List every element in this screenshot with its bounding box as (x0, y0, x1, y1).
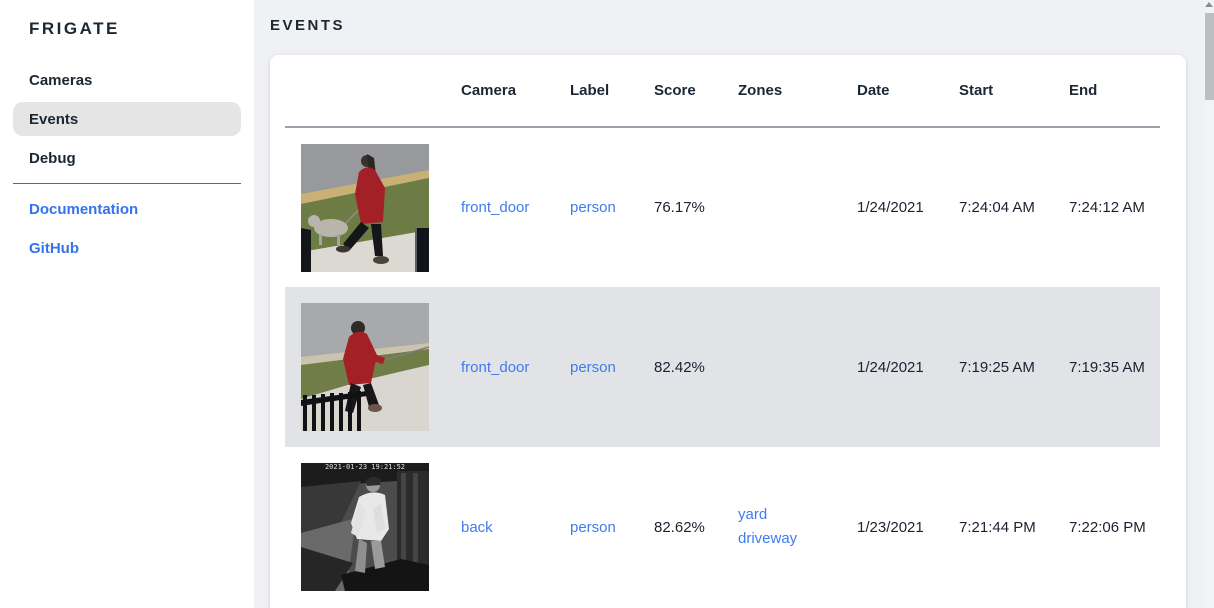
events-card: Camera Label Score Zones Date Start End (270, 55, 1186, 608)
camera-link[interactable]: back (461, 518, 493, 536)
sidebar-item-github[interactable]: GitHub (29, 239, 79, 257)
camera-link[interactable]: front_door (461, 358, 530, 376)
sidebar-item-documentation[interactable]: Documentation (29, 200, 139, 218)
sidebar-divider (13, 183, 241, 184)
vertical-scrollbar[interactable] (1204, 0, 1214, 608)
column-header-end: End (1053, 55, 1160, 128)
thumbnail-art-red-jacket-dog (301, 143, 429, 272)
score-value: 82.62% (654, 518, 705, 536)
event-row[interactable]: front_door person 82.42% 1/24/2021 7:19:… (285, 287, 1160, 447)
score-value: 76.17% (654, 199, 705, 216)
sidebar-item-cameras[interactable]: Cameras (29, 71, 93, 89)
main-content: EVENTS Camera Label Score Zones Date Sta… (254, 0, 1214, 608)
start-value: 7:24:04 AM (959, 199, 1035, 216)
column-header-thumbnail (285, 55, 445, 128)
event-row[interactable]: front_door person 76.17% 1/24/2021 7:24:… (285, 127, 1160, 287)
date-value: 1/24/2021 (857, 358, 924, 376)
camera-link[interactable]: front_door (461, 199, 530, 216)
scroll-up-arrow-icon[interactable] (1205, 2, 1213, 7)
svg-text:2021-01-23 19:21:52: 2021-01-23 19:21:52 (325, 463, 405, 471)
events-table-header: Camera Label Score Zones Date Start End (285, 55, 1160, 128)
column-header-start: Start (943, 55, 1053, 128)
event-thumbnail[interactable] (301, 303, 429, 431)
zones-cell (722, 127, 841, 287)
start-value: 7:19:25 AM (959, 358, 1035, 376)
column-header-score: Score (638, 55, 722, 128)
column-header-date: Date (841, 55, 943, 128)
score-value: 82.42% (654, 358, 705, 376)
column-header-label: Label (554, 55, 638, 128)
label-link[interactable]: person (570, 358, 616, 376)
event-thumbnail[interactable]: 2021-01-23 19:21:52 (301, 463, 429, 591)
end-value: 7:22:06 PM (1069, 518, 1146, 536)
zones-cell (722, 287, 841, 447)
zone-link[interactable]: driveway (738, 530, 798, 547)
event-thumbnail[interactable] (301, 143, 429, 272)
zones-cell: yard driveway (722, 447, 841, 607)
thumbnail-art-red-hoodie-railing (301, 303, 429, 431)
column-header-camera: Camera (445, 55, 554, 128)
start-value: 7:21:44 PM (959, 518, 1036, 536)
page-title: EVENTS (270, 17, 346, 34)
date-value: 1/24/2021 (857, 199, 924, 216)
end-value: 7:24:12 AM (1069, 199, 1145, 216)
sidebar-item-events[interactable]: Events (13, 102, 241, 136)
date-value: 1/23/2021 (857, 518, 924, 536)
end-value: 7:19:35 AM (1069, 358, 1145, 376)
event-row[interactable]: 2021-01-23 19:21:52 back person 82.62% y… (285, 447, 1160, 607)
events-table: Camera Label Score Zones Date Start End (285, 55, 1160, 607)
thumbnail-art-night-ir-person: 2021-01-23 19:21:52 (301, 463, 429, 591)
app-logo: FRIGATE (29, 19, 120, 38)
events-table-body: front_door person 76.17% 1/24/2021 7:24:… (285, 127, 1160, 607)
scrollbar-thumb[interactable] (1205, 13, 1214, 100)
sidebar-nav: Cameras Events Debug Documentation GitHu… (0, 63, 254, 265)
label-link[interactable]: person (570, 199, 616, 216)
label-link[interactable]: person (570, 518, 616, 536)
zone-link[interactable]: yard (738, 506, 768, 523)
sidebar: FRIGATE Cameras Events Debug Documentati… (0, 0, 254, 608)
sidebar-item-debug[interactable]: Debug (29, 149, 76, 167)
column-header-zones: Zones (722, 55, 841, 128)
